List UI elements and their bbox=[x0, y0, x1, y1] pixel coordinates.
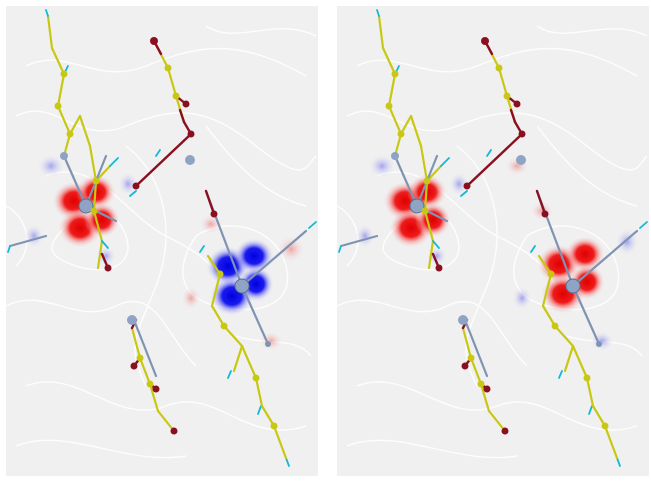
orbital-render-right bbox=[337, 9, 648, 467]
atoms bbox=[54, 37, 278, 435]
orbital-render-left bbox=[6, 9, 317, 467]
atoms bbox=[385, 37, 609, 435]
molecular-frame bbox=[338, 9, 648, 467]
molecular-frame bbox=[7, 9, 317, 467]
orbital-panel-left bbox=[6, 6, 318, 476]
density-contours bbox=[6, 25, 317, 459]
density-contours bbox=[337, 25, 648, 459]
orbital-lobes-negative bbox=[206, 238, 274, 316]
orbital-panel-right bbox=[337, 6, 649, 476]
